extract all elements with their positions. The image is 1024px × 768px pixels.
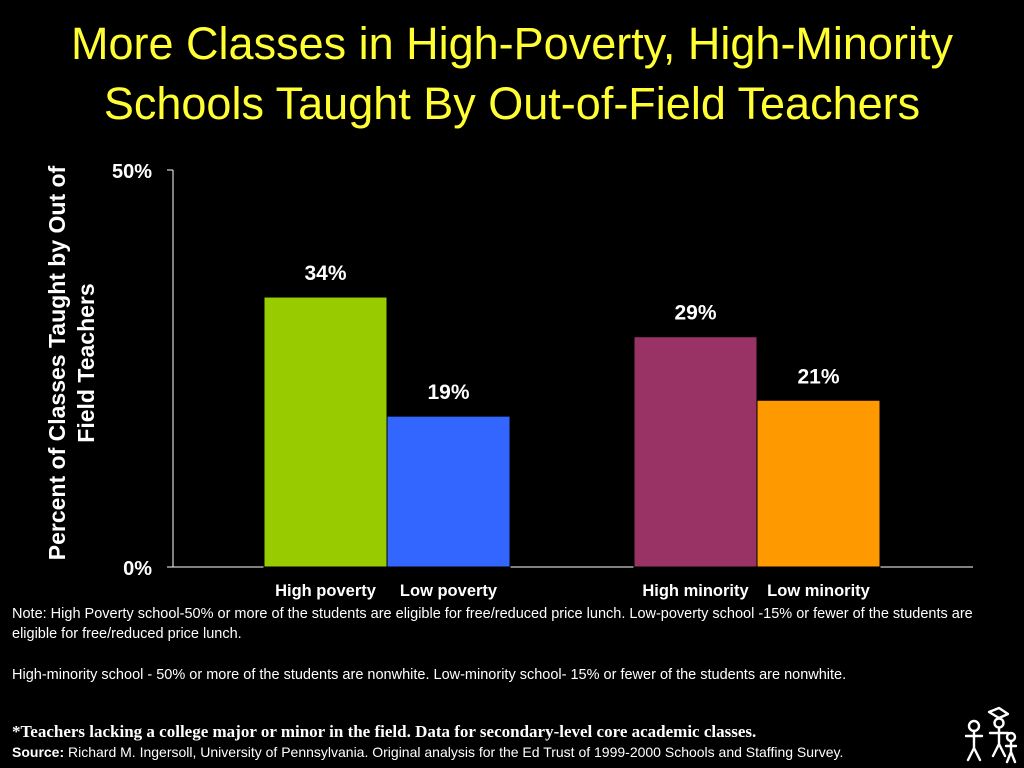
source-line: Source: Richard M. Ingersoll, University… [12, 743, 962, 761]
bar-high-minority [633, 336, 758, 568]
y-tick-label: 50% [112, 161, 152, 183]
data-label: 34% [304, 262, 346, 285]
y-tick-label: 0% [123, 558, 152, 580]
data-label: 19% [427, 381, 469, 404]
data-label: 29% [674, 302, 716, 325]
chart-title: More Classes in High-Poverty, High-Minor… [71, 18, 953, 129]
bar-chart: 50% 0% 34% High poverty 19% Low poverty 29% Hig… [112, 161, 973, 600]
note-minority: High-minority school - 50% or more of th… [12, 667, 847, 683]
bar-low-poverty [386, 415, 511, 568]
x-category-label: High poverty [275, 582, 377, 600]
x-category-label: Low poverty [400, 582, 498, 600]
source-label: Source: [12, 744, 65, 760]
children-logo-icon [964, 706, 1018, 764]
footnote: *Teachers lacking a college major or min… [12, 722, 757, 741]
note-poverty: Note: High Poverty school-50% or more of… [12, 606, 973, 642]
x-category-label: Low minority [767, 582, 870, 600]
bar-high-poverty [263, 296, 388, 568]
bar-low-minority [756, 399, 881, 568]
x-category-label: High minority [642, 582, 749, 600]
data-label: 21% [797, 365, 839, 388]
source-text: Richard M. Ingersoll, University of Penn… [64, 744, 844, 760]
